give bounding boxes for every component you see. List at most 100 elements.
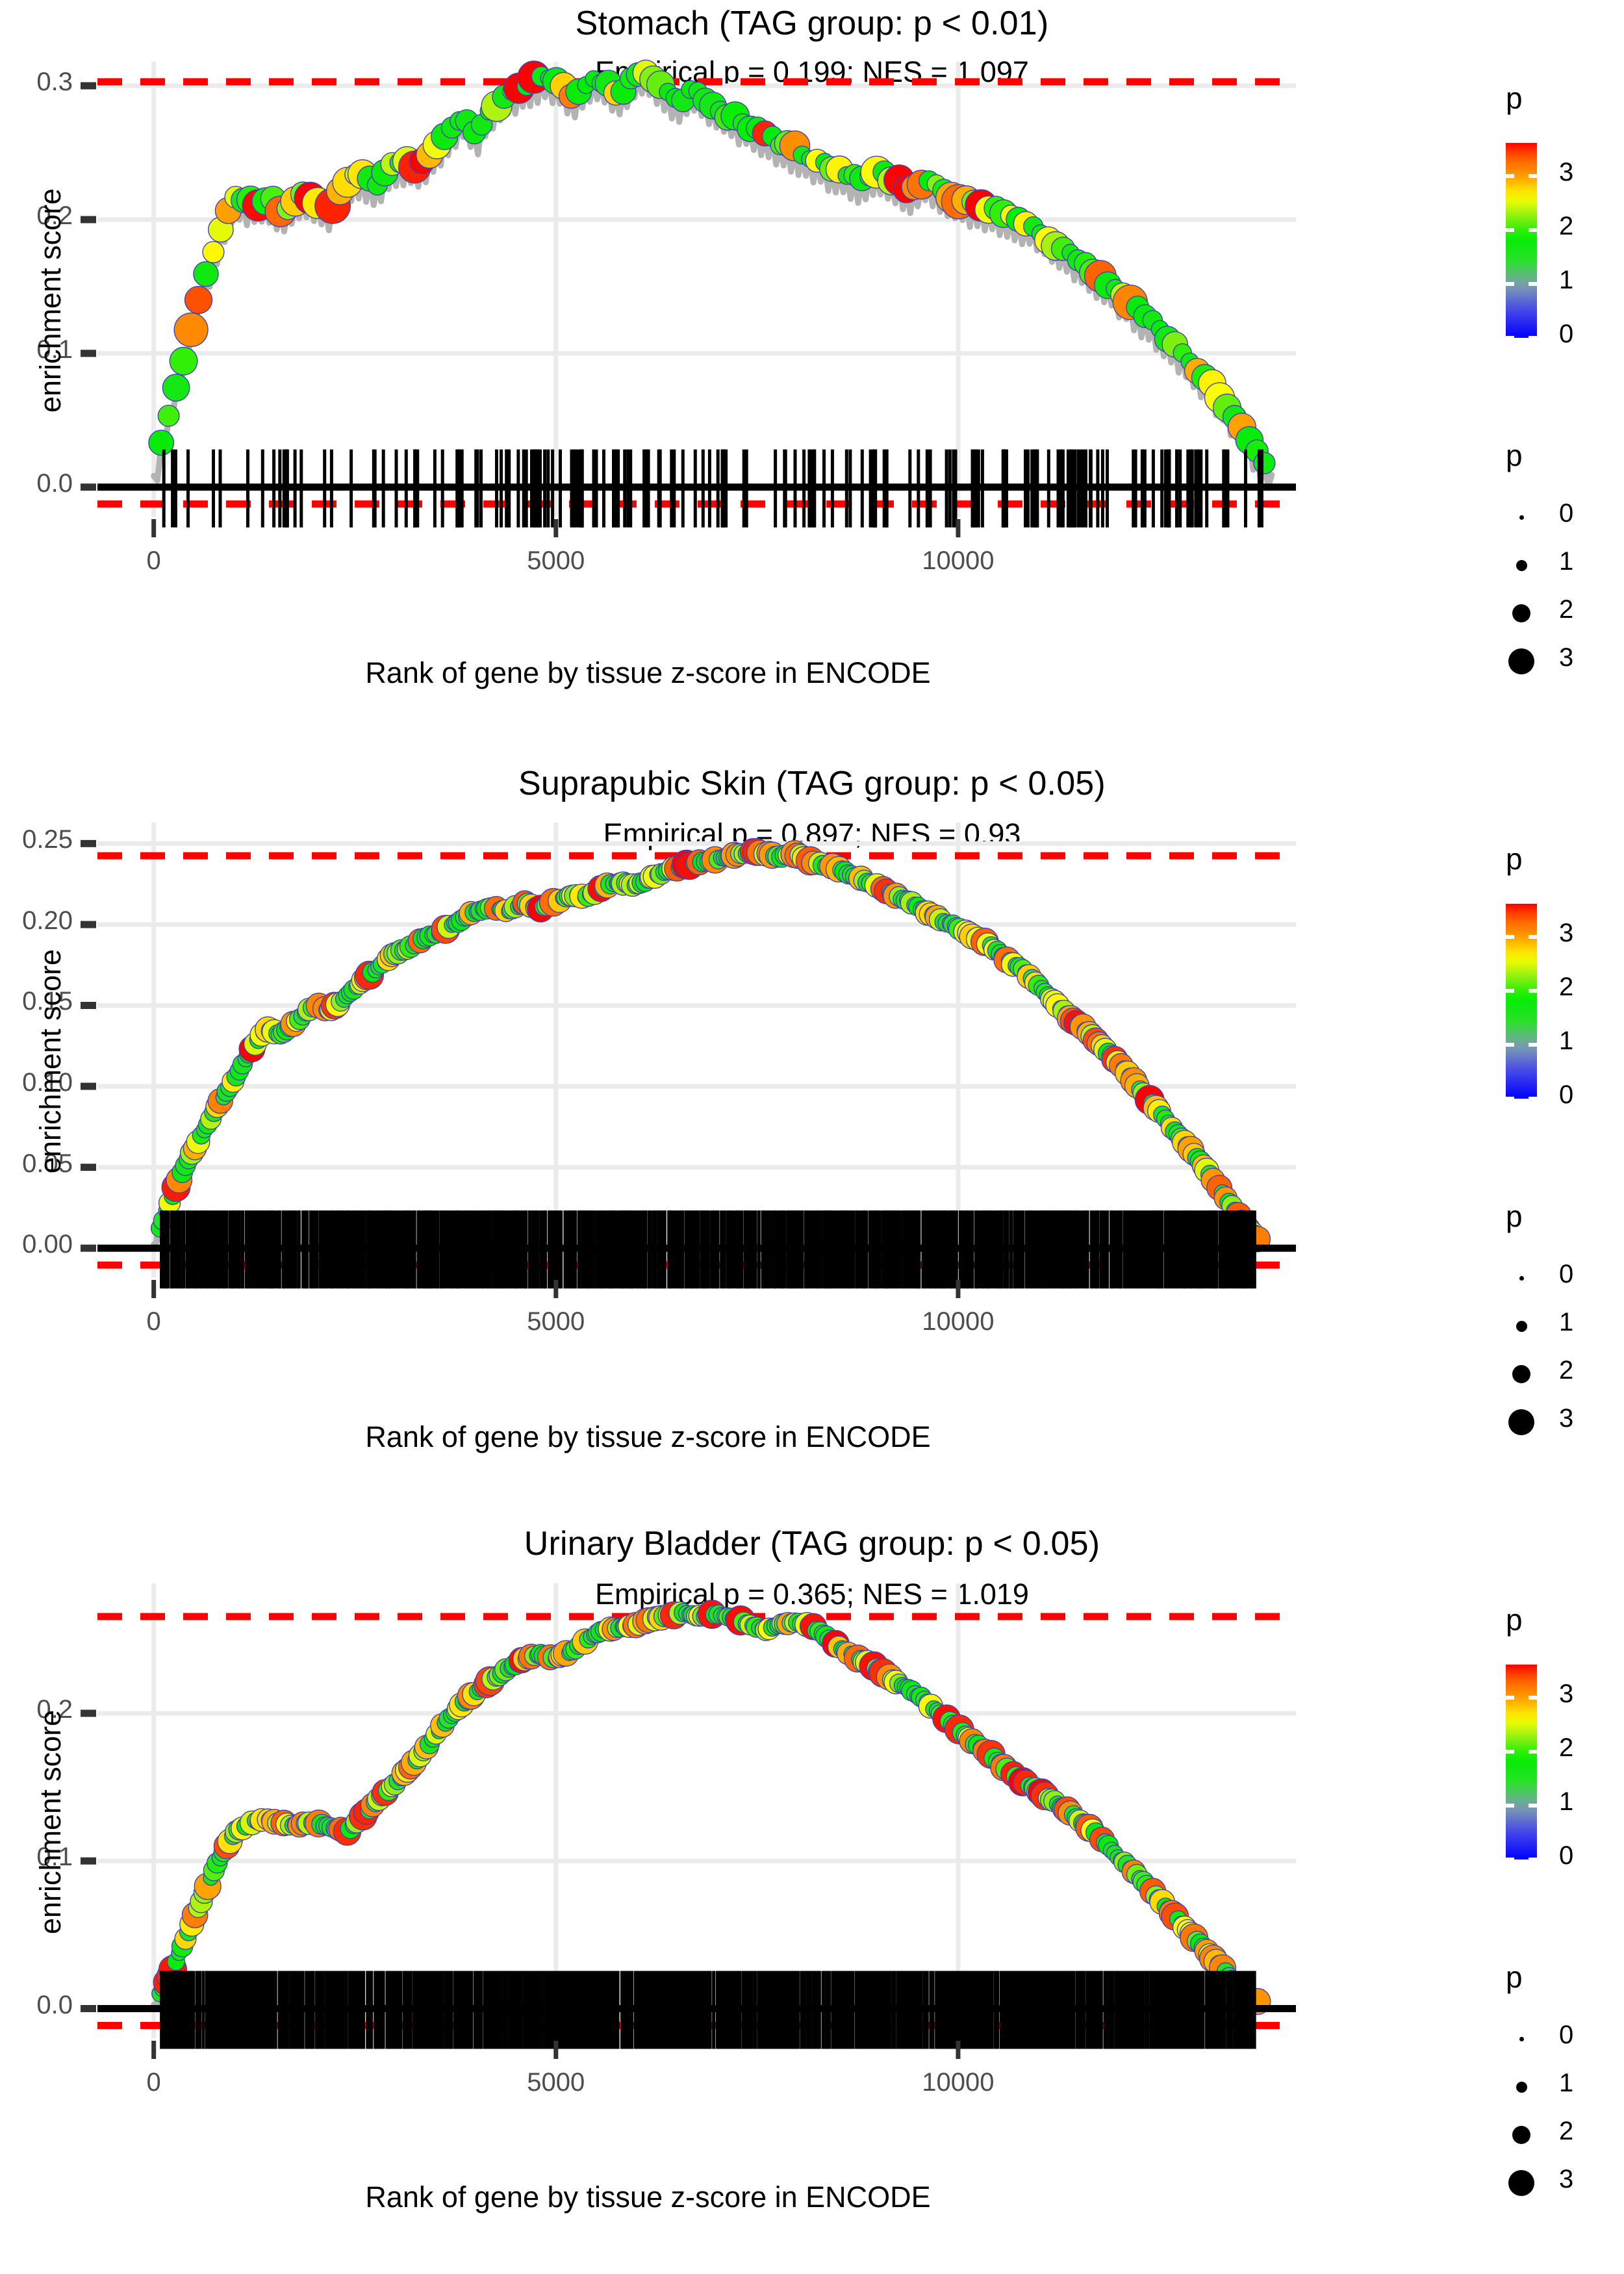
color-legend-tick — [1506, 1750, 1514, 1754]
color-legend-title: p — [1506, 1603, 1523, 1637]
size-legend-label: 0 — [1559, 1260, 1574, 1288]
color-legend-label: 1 — [1559, 1787, 1574, 1817]
color-legend-label: 0 — [1559, 320, 1574, 348]
color-legend-label: 3 — [1559, 1680, 1574, 1709]
y-tick-label: 0.3 — [36, 68, 73, 97]
plot-area — [81, 1583, 1296, 2059]
y-tick-label: 0.2 — [36, 1695, 73, 1724]
size-legend-dot — [1516, 1320, 1527, 1332]
y-tick-label: 0.0 — [36, 468, 73, 498]
plot-area — [81, 59, 1296, 537]
x-tick-label: 0 — [146, 546, 161, 575]
color-legend-tick — [1529, 1696, 1537, 1700]
size-legend-label: 3 — [1559, 643, 1574, 672]
y-tick-label: 0.2 — [36, 201, 73, 230]
gene-point — [1253, 452, 1276, 474]
y-tick-label: 0.00 — [22, 1230, 73, 1259]
size-legend-label: 1 — [1559, 547, 1574, 576]
x-tick-label: 5000 — [527, 546, 585, 575]
panel-suprapubic-skin: Suprapubic Skin (TAG group: p < 0.05) Emp… — [0, 758, 1624, 1515]
size-legend-dot — [1508, 2170, 1534, 2196]
gene-rug — [160, 1971, 1256, 2049]
y-axis-label: enrichment score — [34, 1709, 67, 1934]
gene-point — [202, 241, 225, 264]
size-legend-label: 3 — [1559, 1404, 1574, 1433]
color-legend-tick — [1529, 1858, 1537, 1861]
color-legend-tick — [1506, 1043, 1514, 1047]
color-legend-tick — [1529, 174, 1537, 179]
gene-point — [169, 346, 198, 376]
gene-rug — [160, 1210, 1256, 1289]
color-legend-bar — [1506, 904, 1537, 1099]
gene-point — [148, 429, 175, 456]
gene-point — [193, 261, 219, 287]
y-tick-label: 0.10 — [22, 1068, 73, 1097]
x-axis-label: Rank of gene by tissue z-score in ENCODE — [365, 2180, 931, 2214]
size-legend-dot — [1508, 648, 1534, 674]
plot-area — [81, 823, 1296, 1298]
color-legend-label: 1 — [1559, 1027, 1574, 1056]
size-legend-title: p — [1506, 439, 1523, 472]
y-tick-label: 0.25 — [22, 825, 73, 854]
x-tick-label: 10000 — [922, 1307, 995, 1336]
color-legend-label: 0 — [1559, 1080, 1574, 1109]
x-tick-label: 0 — [146, 2068, 161, 2097]
y-tick-label: 0.20 — [22, 906, 73, 935]
color-legend-title: p — [1506, 842, 1523, 876]
size-legend-title: p — [1506, 1199, 1523, 1233]
color-legend-label: 3 — [1559, 919, 1574, 948]
x-tick-label: 5000 — [527, 2068, 585, 2097]
gene-point — [157, 405, 180, 428]
y-tick-label: 0.05 — [22, 1149, 73, 1178]
size-legend-dot — [1512, 1365, 1530, 1383]
x-tick-label: 0 — [146, 1307, 161, 1336]
gene-hit-points — [148, 59, 1276, 474]
color-legend-tick — [1529, 282, 1537, 287]
color-legend-tick — [1529, 935, 1537, 939]
color-legend-bar — [1506, 143, 1537, 338]
gene-hit-points — [150, 837, 1271, 1253]
panel-title: Urinary Bladder (TAG group: p < 0.05) — [524, 1525, 1100, 1563]
color-legend-tick — [1529, 989, 1537, 993]
size-legend-dot — [1519, 515, 1524, 520]
size-legend-label: 2 — [1559, 2117, 1574, 2145]
size-legend-dot — [1516, 559, 1527, 571]
color-legend-label: 3 — [1559, 158, 1574, 187]
color-legend-tick — [1506, 228, 1514, 233]
gene-point — [184, 286, 213, 314]
color-legend-label: 2 — [1559, 973, 1574, 1002]
color-legend-tick — [1506, 1858, 1514, 1861]
color-legend-label: 0 — [1559, 1841, 1574, 1870]
x-tick-label: 10000 — [922, 2068, 995, 2097]
color-legend-tick — [1506, 336, 1514, 340]
panel-title: Suprapubic Skin (TAG group: p < 0.05) — [518, 765, 1106, 802]
size-legend-dot — [1519, 1275, 1524, 1281]
size-legend-label: 0 — [1559, 499, 1574, 528]
color-legend-tick — [1529, 1804, 1537, 1808]
color-legend-tick — [1529, 336, 1537, 340]
color-legend-tick — [1506, 282, 1514, 287]
x-tick-label: 10000 — [922, 546, 995, 575]
x-axis-label: Rank of gene by tissue z-score in ENCODE — [365, 1420, 931, 1453]
color-legend-tick — [1529, 1750, 1537, 1754]
gene-rug — [162, 449, 1263, 528]
size-legend-label: 1 — [1559, 1308, 1574, 1336]
gene-hit-points — [151, 1600, 1271, 2015]
color-legend-tick — [1529, 1097, 1537, 1101]
color-legend-tick — [1529, 1043, 1537, 1047]
size-legend-label: 2 — [1559, 595, 1574, 624]
panel-title: Stomach (TAG group: p < 0.01) — [575, 5, 1049, 42]
color-legend-tick — [1506, 1696, 1514, 1700]
axis-ticks — [81, 1709, 961, 2059]
color-legend-tick — [1529, 228, 1537, 233]
color-legend-label: 1 — [1559, 266, 1574, 295]
panel-urinary-bladder: Urinary Bladder (TAG group: p < 0.05) Emp… — [0, 1515, 1624, 2273]
y-tick-label: 0.1 — [36, 1843, 73, 1872]
y-axis-label: enrichment score — [34, 949, 67, 1173]
size-legend-dot — [1516, 2081, 1527, 2093]
y-tick-label: 0.0 — [36, 1990, 73, 2019]
color-legend-tick — [1506, 1097, 1514, 1101]
size-legend-label: 0 — [1559, 2021, 1574, 2049]
color-legend-label: 2 — [1559, 212, 1574, 241]
